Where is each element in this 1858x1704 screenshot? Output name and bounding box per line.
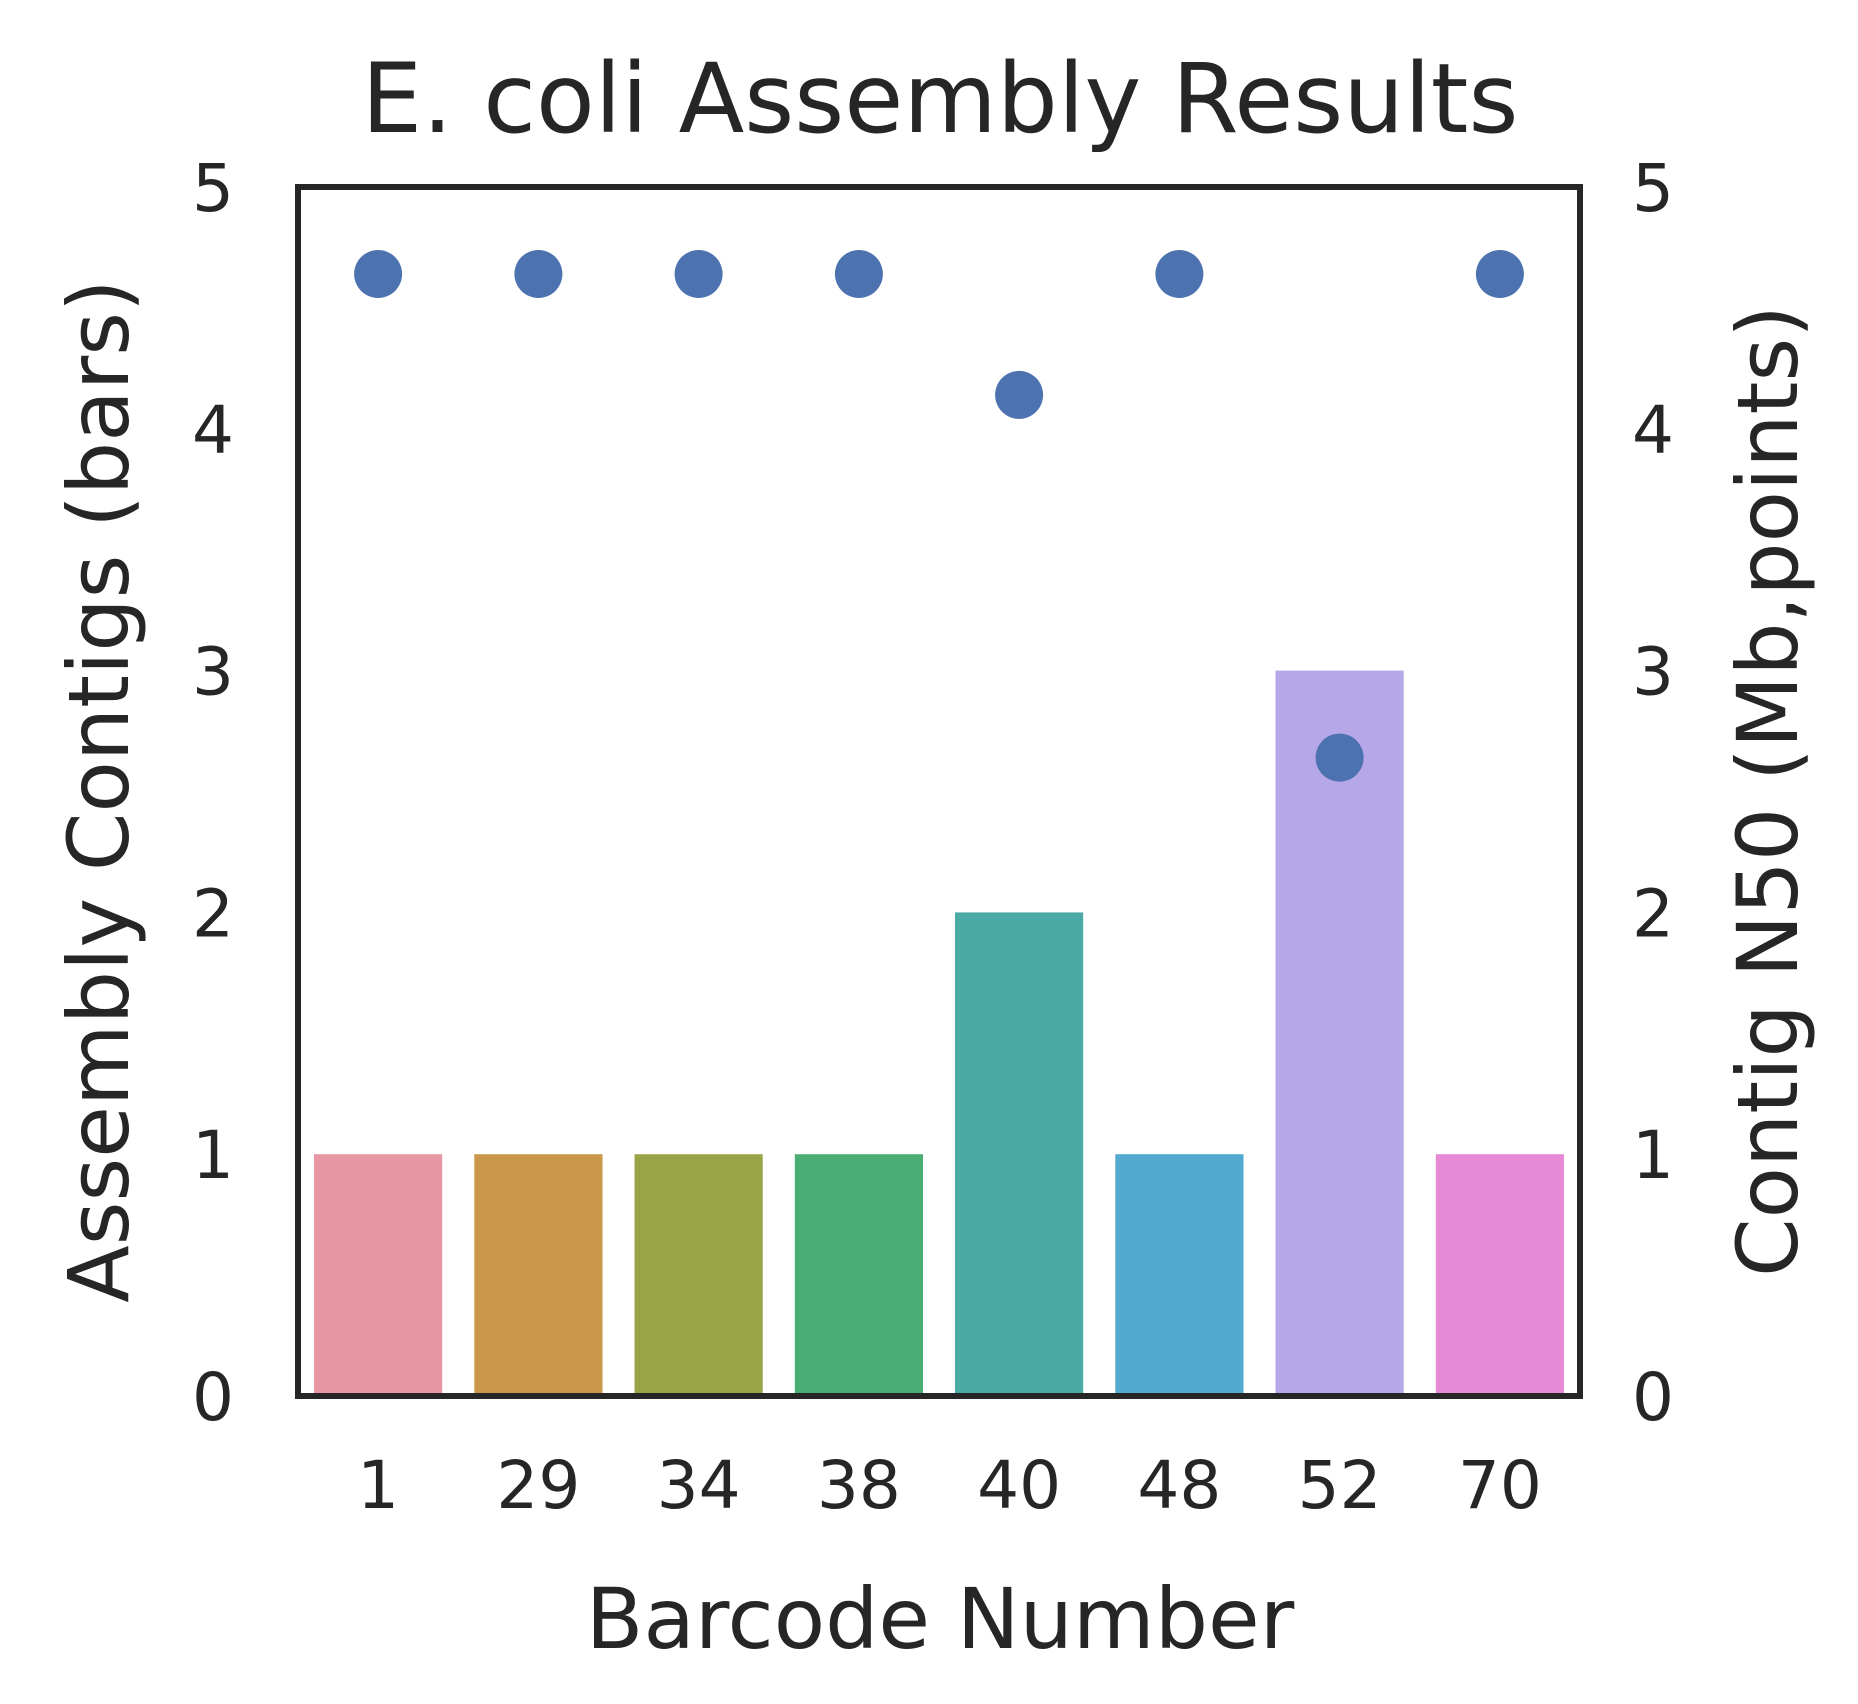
bar-1	[314, 1154, 443, 1396]
y-tick-label: 2	[192, 875, 234, 952]
bar-70	[1435, 1154, 1564, 1396]
x-tick-label: 38	[817, 1447, 901, 1524]
y2-tick-label: 1	[1632, 1117, 1674, 1194]
y2-tick-label: 2	[1632, 875, 1674, 952]
x-axis-label: Barcode Number	[586, 1570, 1295, 1668]
point-40	[995, 370, 1044, 419]
point-38	[834, 250, 883, 298]
point-34	[674, 250, 723, 298]
bar-48	[1115, 1154, 1244, 1396]
x-tick-label: 48	[1137, 1447, 1221, 1524]
y2-tick-label: 4	[1632, 392, 1674, 469]
bar-40	[955, 912, 1084, 1396]
y-axis-label: Assembly Contigs (bars)	[50, 279, 148, 1303]
y-tick-label: 3	[192, 634, 234, 711]
point-52	[1315, 733, 1364, 782]
bar-52	[1275, 670, 1404, 1396]
x-tick-label: 70	[1458, 1447, 1542, 1524]
point-48	[1155, 250, 1204, 298]
point-1	[354, 250, 403, 298]
y-tick-label: 4	[192, 392, 234, 469]
x-axis-ticks: 1 29 34 38 40 48 52 70	[357, 1447, 1542, 1524]
y-tick-label: 1	[192, 1117, 234, 1194]
y-tick-label: 0	[192, 1359, 234, 1436]
plot-frame	[295, 184, 1583, 1399]
x-tick-label: 1	[357, 1447, 399, 1524]
bars-layer	[314, 670, 1564, 1396]
y-tick-label: 5	[192, 150, 234, 227]
x-tick-label: 34	[657, 1447, 741, 1524]
bar-29	[474, 1154, 603, 1396]
y2-tick-label: 5	[1632, 150, 1674, 227]
x-tick-label: 52	[1298, 1447, 1382, 1524]
right-axis-ticks: 0 1 2 3 4 5	[1632, 150, 1674, 1436]
y2-axis-label: Contig N50 (Mb,points)	[1719, 305, 1817, 1277]
y2-tick-label: 3	[1632, 634, 1674, 711]
x-tick-label: 29	[496, 1447, 580, 1524]
point-70	[1475, 250, 1524, 298]
bar-38	[794, 1154, 923, 1396]
x-tick-label: 40	[977, 1447, 1061, 1524]
chart-title: E. coli Assembly Results	[362, 43, 1519, 155]
bar-34	[634, 1154, 763, 1396]
point-29	[514, 250, 563, 298]
points-layer	[354, 250, 1524, 782]
left-axis-ticks: 0 1 2 3 4 5	[192, 150, 234, 1436]
y2-tick-label: 0	[1632, 1359, 1674, 1436]
